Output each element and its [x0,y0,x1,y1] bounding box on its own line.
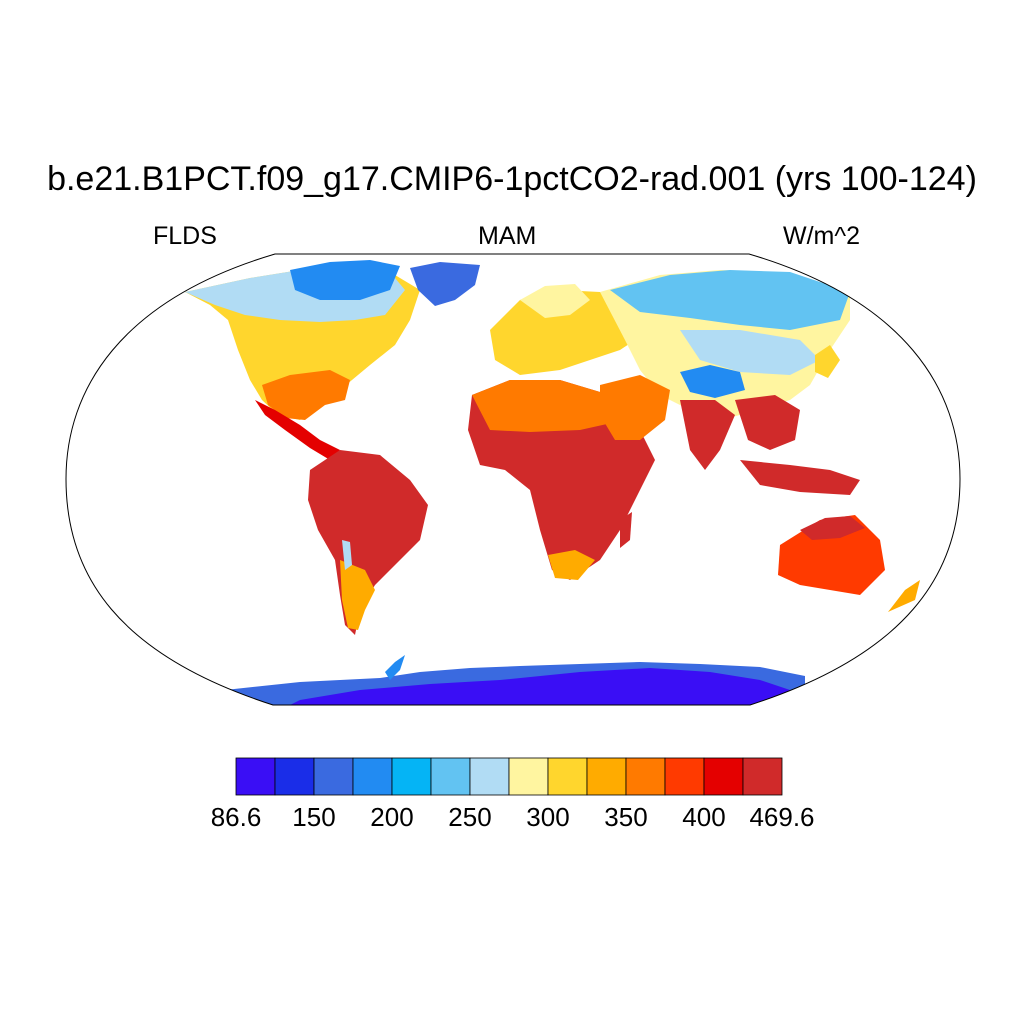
north-america-south [262,370,350,420]
tibetan-plateau [680,365,745,398]
units-label: W/m^2 [783,222,861,250]
colorbar-swatch [703,757,744,796]
plot-title: b.e21.B1PCT.f09_g17.CMIP6-1pctCO2-rad.00… [47,160,977,198]
colorbar-tick-label: 300 [526,802,569,832]
india [680,400,735,470]
colorbar-tick-label: 150 [292,802,335,832]
australia [778,515,885,595]
colorbar-swatch [547,757,588,796]
andes-highland [342,540,352,570]
central-asia [680,330,820,375]
south-america-south [340,560,375,630]
colorbar-tick-label: 400 [682,802,725,832]
australia-north [800,516,865,540]
colorbar-tick-label: 200 [370,802,413,832]
season-label: MAM [478,222,537,250]
indonesia [740,460,860,495]
colorbar-swatch [391,757,432,796]
colorbar-swatch [430,757,471,796]
colorbar-swatch [469,757,510,796]
colorbar-swatch [586,757,627,796]
sahara [472,380,625,432]
colorbar-tick-label: 350 [604,802,647,832]
europe [490,290,650,375]
mexico [255,400,340,460]
antarctica-interior [290,668,790,705]
colorbar-swatch [625,757,666,796]
madagascar [620,512,632,548]
south-africa [548,550,595,580]
south-america [308,450,428,635]
colorbar-swatch [664,757,705,796]
variable-label: FLDS [153,222,217,250]
colorbar-swatch [274,757,315,796]
colorbar-swatch [235,757,276,796]
japan [815,345,840,378]
scandinavia [520,284,590,318]
southeast-asia [735,395,800,450]
colorbar-swatch [508,757,549,796]
colorbar-swatch [313,757,354,796]
colorbar-tick-label: 250 [448,802,491,832]
colorbar-swatch [352,757,393,796]
antarctic-peninsula [385,655,405,680]
middle-east [600,375,670,440]
map-border [65,253,961,706]
colorbar-tick-label: 469.6 [749,802,814,832]
new-zealand [888,580,920,612]
colorbar-swatch [742,757,783,796]
siberia [610,270,850,330]
greenland [410,262,480,306]
arctic-islands [290,260,400,300]
colorbar-tick-label: 86.6 [211,802,262,832]
map-land-layer [185,260,920,705]
